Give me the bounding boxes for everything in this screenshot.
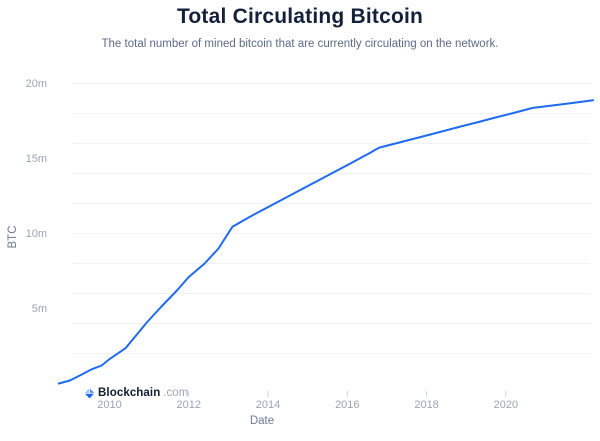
chart-subtitle: The total number of mined bitcoin that a…	[101, 38, 499, 50]
y-axis-tick-label: 15m	[25, 152, 47, 165]
y-axis-tick-label: 5m	[31, 302, 47, 315]
x-axis-tick-label: 2020	[493, 399, 519, 411]
y-axis-tick-label: 20m	[25, 77, 47, 90]
blockchain-gem-icon	[84, 387, 95, 399]
blockchain-logo-suffix: .com	[163, 387, 189, 399]
chart-title: Total Circulating Bitcoin	[176, 5, 424, 28]
y-axis-title: BTC	[7, 225, 19, 249]
blockchain-logo-text: Blockchain	[98, 387, 161, 399]
x-axis-title: Date	[249, 415, 275, 427]
btc-supply-line	[57, 99, 594, 385]
x-axis-tick-label: 2016	[335, 399, 360, 411]
y-axis-tick-label: 10m	[25, 227, 47, 240]
x-axis-tick-label: 2012	[176, 399, 202, 411]
blockchain-logo[interactable]: Blockchain .com	[84, 386, 188, 400]
x-axis-tick-label: 2010	[97, 399, 122, 411]
x-axis-tick-label: 2014	[255, 399, 281, 411]
x-axis-tick-label: 2018	[414, 399, 439, 411]
